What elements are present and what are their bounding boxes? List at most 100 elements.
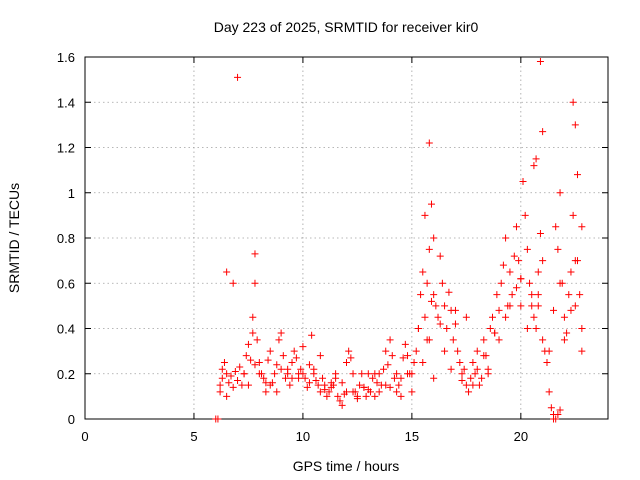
y-tick-label: 0	[68, 412, 75, 427]
data-point	[308, 331, 316, 339]
y-tick-label: 0.8	[57, 231, 75, 246]
data-point	[432, 302, 440, 310]
data-point	[349, 388, 357, 396]
data-point	[223, 268, 231, 276]
data-point	[536, 229, 544, 237]
data-point	[523, 245, 531, 253]
data-point	[469, 358, 477, 366]
data-point	[262, 379, 270, 387]
data-point	[480, 336, 488, 344]
data-point	[345, 347, 353, 355]
data-point	[480, 352, 488, 360]
data-point	[281, 374, 289, 382]
data-point	[519, 177, 527, 185]
data-point	[216, 381, 224, 389]
data-point	[218, 374, 226, 382]
data-point	[534, 291, 542, 299]
grid-lines	[85, 57, 608, 419]
data-point	[447, 365, 455, 373]
data-point	[573, 171, 581, 179]
data-point	[277, 365, 285, 373]
data-point	[234, 377, 242, 385]
x-tick-label: 5	[190, 429, 197, 444]
data-point	[502, 234, 510, 242]
data-point	[277, 329, 285, 337]
data-point	[325, 388, 333, 396]
data-point	[427, 297, 435, 305]
data-point	[532, 155, 540, 163]
data-point	[251, 279, 259, 287]
data-point	[288, 374, 296, 382]
data-point	[545, 347, 553, 355]
data-point	[312, 377, 320, 385]
y-tick-label: 0.4	[57, 322, 75, 337]
y-tick-label: 1	[68, 186, 75, 201]
data-point	[360, 383, 368, 391]
data-point	[273, 361, 281, 369]
data-point	[319, 374, 327, 382]
data-point	[247, 356, 255, 364]
data-point	[292, 354, 300, 362]
data-point	[220, 358, 228, 366]
data-point	[462, 313, 470, 321]
data-point	[534, 302, 542, 310]
data-point	[305, 379, 313, 387]
data-point	[249, 313, 257, 321]
data-point	[456, 358, 464, 366]
data-point	[393, 388, 401, 396]
data-point	[316, 388, 324, 396]
data-point	[279, 352, 287, 360]
data-point	[495, 336, 503, 344]
data-point	[489, 313, 497, 321]
data-point	[310, 365, 318, 373]
data-point	[484, 370, 492, 378]
data-point	[412, 347, 420, 355]
data-point	[419, 268, 427, 276]
data-point	[571, 121, 579, 129]
data-point	[445, 288, 453, 296]
data-point	[552, 223, 560, 231]
data-point	[425, 336, 433, 344]
data-points	[212, 58, 586, 423]
data-point	[523, 325, 531, 332]
data-point	[502, 313, 510, 321]
y-tick-label: 0.6	[57, 276, 75, 291]
data-point	[373, 379, 381, 387]
data-point	[467, 374, 475, 382]
data-point	[388, 352, 396, 360]
data-point	[260, 374, 268, 382]
data-point	[244, 340, 252, 348]
data-point	[251, 361, 259, 369]
data-point	[408, 388, 416, 396]
data-point	[536, 58, 544, 66]
data-point	[571, 257, 579, 265]
data-point	[475, 381, 483, 389]
data-point	[430, 234, 438, 242]
data-point	[441, 347, 449, 355]
data-point	[223, 370, 231, 378]
x-tick-label: 0	[81, 429, 88, 444]
data-point	[375, 388, 383, 396]
data-point	[358, 370, 366, 378]
data-point	[395, 381, 403, 389]
data-point	[530, 162, 538, 170]
data-point	[218, 365, 226, 373]
data-point	[560, 313, 568, 321]
data-point	[242, 352, 250, 360]
data-point	[469, 381, 477, 389]
data-point	[423, 279, 431, 287]
data-point	[410, 358, 418, 366]
data-point	[244, 381, 252, 389]
data-point	[264, 356, 272, 364]
y-tick-label: 1.4	[57, 95, 75, 110]
data-point	[404, 352, 412, 360]
data-point	[552, 415, 560, 423]
data-point	[430, 291, 438, 299]
y-axis-label: SRMTID / TECUs	[6, 183, 22, 293]
data-point	[517, 275, 525, 283]
data-point	[414, 325, 422, 332]
data-point	[236, 363, 244, 371]
data-point	[249, 329, 257, 337]
data-point	[375, 370, 383, 378]
